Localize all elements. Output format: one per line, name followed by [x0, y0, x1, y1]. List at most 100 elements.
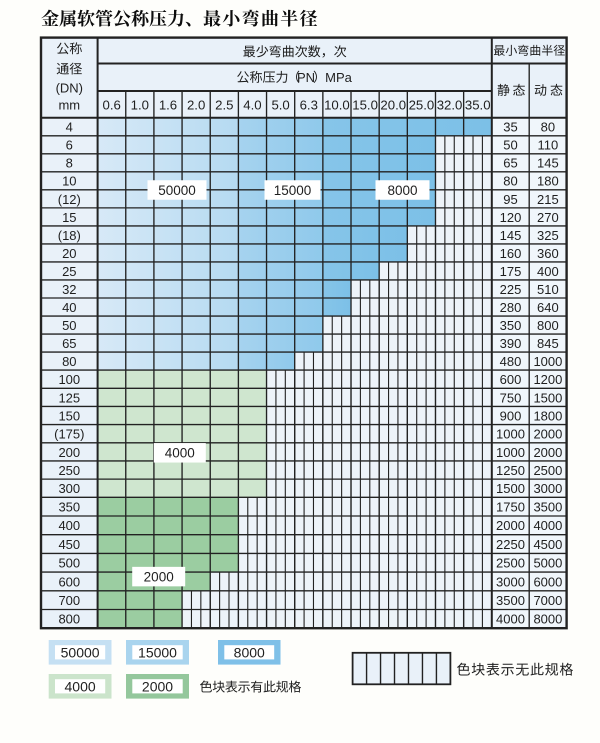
svg-text:20: 20: [62, 246, 76, 261]
svg-text:175: 175: [500, 264, 522, 279]
svg-text:640: 640: [537, 300, 559, 315]
svg-text:350: 350: [58, 500, 80, 515]
svg-text:300: 300: [58, 481, 80, 496]
svg-text:280: 280: [500, 300, 522, 315]
svg-text:2500: 2500: [533, 463, 562, 478]
svg-text:8: 8: [66, 156, 73, 171]
svg-text:(175): (175): [54, 427, 84, 442]
svg-text:2500: 2500: [496, 556, 525, 571]
svg-text:7000: 7000: [533, 593, 562, 608]
svg-text:1250: 1250: [496, 463, 525, 478]
svg-text:25.0: 25.0: [409, 97, 435, 112]
svg-text:65: 65: [62, 336, 76, 351]
svg-text:80: 80: [541, 120, 555, 135]
svg-text:15: 15: [62, 210, 76, 225]
svg-text:1000: 1000: [496, 445, 525, 460]
svg-text:8000: 8000: [387, 183, 417, 198]
svg-text:mm: mm: [58, 98, 80, 113]
svg-text:35: 35: [503, 120, 517, 135]
svg-text:270: 270: [537, 210, 559, 225]
svg-text:6: 6: [66, 138, 73, 153]
svg-text:8000: 8000: [533, 612, 562, 627]
svg-text:4000: 4000: [496, 612, 525, 627]
svg-text:50: 50: [503, 138, 517, 153]
svg-text:20.0: 20.0: [380, 97, 406, 112]
svg-text:4.0: 4.0: [243, 97, 261, 112]
svg-text:32: 32: [62, 282, 76, 297]
svg-text:360: 360: [537, 246, 559, 261]
svg-text:2000: 2000: [144, 569, 174, 584]
svg-text:390: 390: [500, 336, 522, 351]
svg-text:50: 50: [62, 318, 76, 333]
svg-text:250: 250: [58, 463, 80, 478]
svg-text:145: 145: [500, 228, 522, 243]
svg-text:900: 900: [500, 408, 522, 423]
svg-text:4500: 4500: [533, 537, 562, 552]
svg-text:1000: 1000: [496, 427, 525, 442]
svg-text:32.0: 32.0: [437, 97, 463, 112]
svg-text:480: 480: [500, 354, 522, 369]
svg-text:600: 600: [58, 574, 80, 589]
svg-text:2250: 2250: [496, 537, 525, 552]
svg-text:845: 845: [537, 336, 559, 351]
svg-text:1750: 1750: [496, 500, 525, 515]
svg-text:1800: 1800: [533, 408, 562, 423]
svg-text:125: 125: [58, 390, 80, 405]
svg-text:800: 800: [58, 612, 80, 627]
svg-text:145: 145: [537, 156, 559, 171]
svg-text:15000: 15000: [138, 644, 177, 660]
svg-text:2.0: 2.0: [187, 97, 205, 112]
svg-text:2000: 2000: [533, 445, 562, 460]
svg-text:(DN): (DN): [56, 81, 83, 96]
svg-text:80: 80: [503, 174, 517, 189]
svg-text:600: 600: [500, 372, 522, 387]
svg-text:200: 200: [58, 445, 80, 460]
svg-text:15.0: 15.0: [352, 97, 378, 112]
svg-text:1200: 1200: [533, 372, 562, 387]
svg-text:1.6: 1.6: [159, 97, 177, 112]
svg-text:150: 150: [58, 408, 80, 423]
svg-text:4000: 4000: [65, 678, 96, 694]
svg-text:15000: 15000: [274, 183, 312, 198]
svg-text:4000: 4000: [533, 518, 562, 533]
svg-text:350: 350: [500, 318, 522, 333]
svg-text:160: 160: [500, 246, 522, 261]
svg-text:1500: 1500: [533, 390, 562, 405]
svg-text:180: 180: [537, 174, 559, 189]
svg-text:800: 800: [537, 318, 559, 333]
svg-text:5.0: 5.0: [271, 97, 289, 112]
svg-text:1500: 1500: [496, 481, 525, 496]
svg-text:3500: 3500: [533, 500, 562, 515]
svg-text:2000: 2000: [533, 427, 562, 442]
svg-text:2000: 2000: [496, 518, 525, 533]
svg-text:10.0: 10.0: [324, 97, 350, 112]
svg-text:50000: 50000: [61, 644, 100, 660]
svg-text:3000: 3000: [533, 481, 562, 496]
svg-text:3500: 3500: [496, 593, 525, 608]
svg-text:6000: 6000: [533, 574, 562, 589]
svg-text:6.3: 6.3: [300, 97, 318, 112]
svg-text:(12): (12): [58, 192, 81, 207]
svg-text:1000: 1000: [533, 354, 562, 369]
svg-text:35.0: 35.0: [465, 97, 491, 112]
svg-text:(18): (18): [58, 228, 81, 243]
svg-text:50000: 50000: [158, 183, 196, 198]
svg-text:5000: 5000: [533, 556, 562, 571]
svg-text:40: 40: [62, 300, 76, 315]
svg-text:215: 215: [537, 192, 559, 207]
svg-text:225: 225: [500, 282, 522, 297]
svg-text:0.6: 0.6: [103, 97, 121, 112]
svg-text:325: 325: [537, 228, 559, 243]
svg-text:120: 120: [500, 210, 522, 225]
svg-text:8000: 8000: [234, 644, 265, 660]
svg-text:65: 65: [503, 156, 517, 171]
svg-text:450: 450: [58, 537, 80, 552]
svg-text:PN: PN: [297, 70, 315, 85]
svg-text:MPa: MPa: [325, 70, 353, 85]
svg-text:4000: 4000: [165, 446, 195, 461]
svg-text:1.0: 1.0: [131, 97, 149, 112]
svg-text:750: 750: [500, 390, 522, 405]
svg-text:510: 510: [537, 282, 559, 297]
svg-text:4: 4: [66, 120, 73, 135]
svg-text:700: 700: [58, 593, 80, 608]
